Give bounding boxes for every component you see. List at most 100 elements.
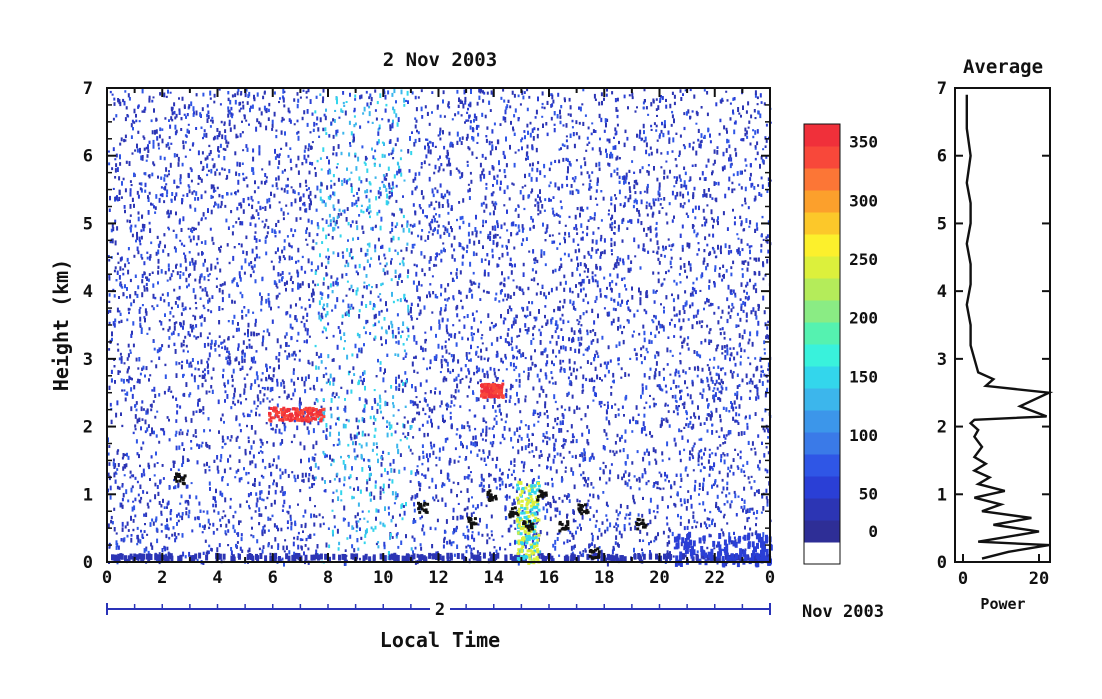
- heat-cell: [193, 378, 196, 383]
- heat-cell: [707, 383, 710, 387]
- heat-cell: [699, 289, 702, 292]
- heat-cell: [648, 508, 651, 512]
- heat-cell: [441, 317, 444, 323]
- heat-cell: [287, 212, 290, 215]
- heat-cell: [306, 122, 309, 127]
- heat-cell: [309, 420, 312, 425]
- heat-cell: [631, 160, 634, 163]
- heat-cell: [687, 423, 690, 428]
- heat-cell: [746, 281, 749, 286]
- heat-cell: [482, 90, 484, 94]
- heat-cell: [552, 382, 555, 385]
- heat-cell: [531, 188, 534, 193]
- heat-cell: [117, 261, 120, 264]
- heat-cell: [138, 236, 141, 242]
- heat-cell: [379, 225, 382, 231]
- heat-cell: [281, 415, 283, 419]
- heat-cell: [532, 136, 535, 141]
- heat-cell: [275, 464, 278, 469]
- heat-cell: [535, 532, 538, 536]
- heat-cell: [752, 307, 755, 312]
- heat-cell: [631, 430, 634, 433]
- heat-cell: [439, 137, 442, 141]
- heat-cell: [423, 397, 426, 402]
- heat-cell: [297, 544, 300, 550]
- heat-cell: [283, 104, 286, 108]
- heat-cell: [739, 361, 742, 366]
- heat-cell: [212, 242, 215, 245]
- heat-cell: [162, 327, 165, 331]
- heat-cell: [278, 230, 281, 234]
- heat-cell: [218, 354, 221, 357]
- heat-cell: [589, 506, 592, 509]
- heat-cell: [412, 280, 415, 285]
- heat-cell: [235, 543, 237, 548]
- heat-cell: [360, 301, 363, 306]
- heat-cell: [405, 299, 408, 303]
- heat-cell: [396, 313, 399, 317]
- heat-cell: [299, 217, 302, 220]
- heat-cell: [465, 375, 468, 379]
- heat-cell: [642, 345, 645, 349]
- heat-cell: [369, 210, 372, 213]
- heat-cell: [168, 136, 171, 139]
- heat-cell: [425, 453, 428, 458]
- heat-cell: [691, 291, 694, 295]
- heat-cell: [190, 364, 193, 368]
- heat-cell: [720, 385, 723, 389]
- heat-cell: [348, 120, 351, 125]
- heat-cell: [667, 269, 670, 273]
- heat-cell: [186, 432, 189, 436]
- heat-cell: [478, 484, 481, 488]
- heat-cell: [327, 294, 330, 298]
- heat-cell: [396, 281, 399, 286]
- heat-cell: [757, 489, 760, 494]
- heat-cell: [164, 374, 167, 379]
- heat-cell: [570, 184, 573, 188]
- heat-cell: [182, 144, 185, 150]
- heat-cell: [224, 204, 227, 208]
- heat-cell: [302, 193, 305, 198]
- heat-cell: [151, 305, 154, 308]
- heat-cell: [684, 171, 687, 176]
- heat-cell: [311, 162, 314, 166]
- heat-cell: [390, 468, 393, 473]
- heat-cell: [402, 357, 405, 360]
- heat-cell: [629, 267, 632, 272]
- heat-cell: [392, 119, 394, 124]
- heat-cell: [356, 425, 359, 430]
- heat-cell: [433, 207, 436, 211]
- heat-cell: [249, 460, 252, 466]
- heat-cell: [353, 124, 356, 128]
- heat-cell: [121, 424, 124, 428]
- heat-cell: [679, 191, 682, 197]
- heat-cell: [173, 486, 175, 490]
- heat-cell: [424, 239, 427, 242]
- heat-cell: [431, 91, 434, 94]
- heat-cell: [558, 265, 561, 270]
- heat-cell: [336, 99, 338, 105]
- heat-cell: [568, 337, 571, 342]
- heat-cell: [613, 525, 616, 528]
- heat-cell: [333, 208, 336, 211]
- heat-cell: [720, 458, 722, 463]
- heat-cell: [116, 485, 119, 490]
- heat-cell: [598, 161, 601, 167]
- heat-cell: [241, 355, 244, 360]
- heat-cell: [344, 424, 347, 429]
- heat-cell: [191, 226, 194, 229]
- heat-cell: [213, 93, 216, 98]
- heat-cell: [660, 417, 663, 420]
- heat-cell: [523, 541, 526, 547]
- heat-cell: [401, 517, 404, 521]
- heat-cell: [381, 244, 384, 249]
- heat-cell: [364, 155, 367, 161]
- heat-cell: [252, 454, 255, 459]
- heat-cell: [251, 526, 253, 530]
- heat-cell: [163, 506, 166, 509]
- heat-cell: [606, 311, 609, 316]
- heat-cell: [701, 171, 704, 176]
- heat-cell: [711, 170, 714, 174]
- heat-cell: [466, 395, 469, 398]
- heat-cell: [422, 450, 425, 455]
